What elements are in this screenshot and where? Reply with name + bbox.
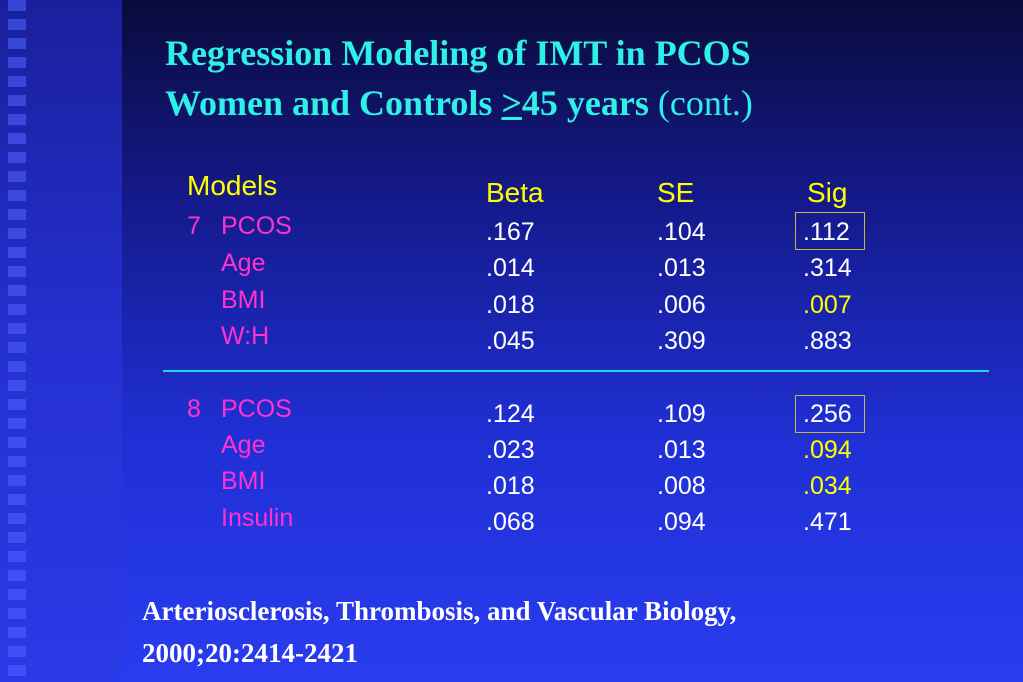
model-8-label-insulin: Insulin: [221, 504, 294, 532]
model-7-number: 7: [187, 212, 201, 240]
model-8-se-insulin: .094: [657, 508, 706, 536]
model-7-label-bmi: BMI: [221, 286, 266, 314]
header-sig: Sig: [807, 177, 848, 208]
model-8-beta-insulin: .068: [486, 508, 535, 536]
title-cont: (cont.): [648, 83, 753, 123]
model-7-label-pcos: PCOS: [221, 212, 292, 240]
model-7-label-wh: W:H: [221, 322, 270, 350]
model-8-sig-bmi: .034: [803, 472, 852, 500]
model-8-label-age: Age: [221, 431, 266, 459]
title-line-2: Women and Controls >45 years (cont.): [165, 78, 985, 128]
title-line-1: Regression Modeling of IMT in PCOS: [165, 33, 751, 73]
model-8-number: 8: [187, 395, 201, 423]
model-8-se-pcos: .109: [657, 400, 706, 428]
model-7-label-age: Age: [221, 249, 266, 277]
header-se: SE: [657, 177, 695, 208]
model-7-beta-wh: .045: [486, 327, 535, 355]
model-8-sig-insulin: .471: [803, 508, 852, 536]
left-square-pattern: [8, 0, 26, 682]
model-8-beta-bmi: .018: [486, 472, 535, 500]
citation-line-1: Arteriosclerosis, Thrombosis, and Vascul…: [142, 596, 737, 626]
model-7-se-bmi: .006: [657, 291, 706, 319]
model-7-sig-pcos: .112: [803, 218, 850, 246]
section-divider: [163, 370, 989, 372]
model-7-sig-wh: .883: [803, 327, 852, 355]
model-8-sig-age: .094: [803, 436, 852, 464]
model-7-se-age: .013: [657, 254, 706, 282]
model-8-se-age: .013: [657, 436, 706, 464]
header-models: Models: [187, 170, 278, 201]
model-7-se-wh: .309: [657, 327, 706, 355]
model-7-beta-bmi: .018: [486, 291, 535, 319]
model-8-beta-pcos: .124: [486, 400, 535, 428]
model-7-beta-age: .014: [486, 254, 535, 282]
model-8-sig-pcos: .256: [803, 400, 852, 428]
header-beta: Beta: [486, 177, 544, 208]
model-7-se-pcos: .104: [657, 218, 706, 246]
model-8-beta-age: .023: [486, 436, 535, 464]
sig-highlight-box-8: [795, 395, 865, 433]
model-8-label-bmi: BMI: [221, 467, 266, 495]
model-7-sig-age: .314: [803, 254, 852, 282]
citation: Arteriosclerosis, Thrombosis, and Vascul…: [142, 590, 1002, 674]
citation-line-2: 2000;20:2414-2421: [142, 638, 358, 668]
model-8-label-pcos: PCOS: [221, 395, 292, 423]
title-line-2-b: 45 years: [521, 83, 649, 123]
model-7-sig-bmi: .007: [803, 291, 852, 319]
model-8-se-bmi: .008: [657, 472, 706, 500]
title-ge-symbol: >: [501, 83, 522, 123]
title-line-2-a: Women and Controls: [165, 83, 502, 123]
model-7-beta-pcos: .167: [486, 218, 535, 246]
slide-title: Regression Modeling of IMT in PCOS Women…: [165, 28, 985, 128]
sig-highlight-box-7: [795, 212, 865, 250]
